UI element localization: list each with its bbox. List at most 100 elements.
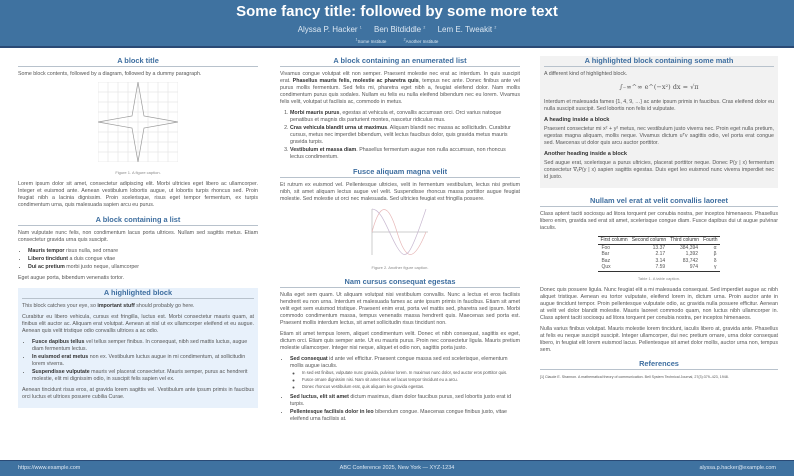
author-sup: 2 bbox=[494, 25, 497, 29]
block-title: A block containing an enumerated list bbox=[280, 56, 520, 67]
figure-caption: Figure 2. Another figure caption. bbox=[371, 265, 429, 270]
column-2: A block containing an enumerated list Vi… bbox=[280, 56, 520, 427]
paragraph: Interdum et malesuada fames {1, 4, 9, …}… bbox=[544, 99, 774, 112]
cell: 1,392 bbox=[685, 251, 699, 257]
cell: Qux bbox=[598, 264, 630, 272]
footer-url[interactable]: https://www.example.com bbox=[18, 465, 81, 471]
text: should probably go here. bbox=[134, 303, 195, 309]
cell: 83,742 bbox=[682, 257, 699, 264]
sub-item: In sed est finibus, vulputate nunc gravi… bbox=[302, 370, 520, 376]
block-title: Nam cursus consequat egestas bbox=[280, 277, 520, 288]
list-item: Dui ac pretium morbi justo neque, ullamc… bbox=[28, 264, 258, 271]
affiliation: 2Another Institute bbox=[403, 37, 439, 45]
paragraph: Curabitur eu libero vehicula, cursus est… bbox=[22, 314, 254, 334]
paragraph: Praesent consectetur mi x² + y² metus, n… bbox=[544, 126, 774, 146]
column-header: Fourth bbox=[701, 236, 720, 245]
bold-text: Phasellus mauris felis, molestie ac phar… bbox=[292, 78, 419, 84]
cell: α bbox=[713, 244, 717, 251]
figure-caption: Figure 1. A figure caption. bbox=[115, 170, 161, 175]
item-bold: Pellentesque facilisis dolor in leo bbox=[290, 409, 374, 415]
list-item: Sed consequat id ante vel efficitur. Pra… bbox=[290, 356, 520, 390]
grid bbox=[97, 81, 179, 163]
aff-sup: 2 bbox=[403, 37, 406, 42]
list-item: Morbi mauris purus, egestas at vehicula … bbox=[290, 110, 520, 124]
cell: β bbox=[713, 251, 717, 257]
item-text: . Phasellus fermentum augue non nulla ac… bbox=[290, 147, 506, 160]
math-block: A highlighted block containing some math… bbox=[540, 56, 778, 188]
cell: Bar bbox=[601, 251, 610, 257]
item-text: bibendum congue. Maecenas congue finibus… bbox=[290, 409, 508, 422]
cell: 3.14 bbox=[655, 257, 666, 264]
block-title: References bbox=[540, 359, 778, 370]
column-header: Third column bbox=[668, 236, 702, 245]
author: Lem E. Tweakit 2 bbox=[438, 25, 497, 34]
item-bold: Sed luctus, elit sit amet bbox=[290, 394, 349, 400]
table-header: First column Second column Third column Fou… bbox=[598, 236, 720, 245]
list-item: Suspendisse vulputate mauris vel placera… bbox=[32, 369, 254, 383]
paragraph: Lorem ipsum dolor sit amet, consectetur … bbox=[18, 181, 258, 208]
item-bold: Fusce dapibus tellus bbox=[32, 339, 85, 345]
list-item: Sed luctus, elit sit amet dictum maximus… bbox=[290, 394, 520, 408]
sub-item: Fusce ornare dignissim nisi. Nam sit ame… bbox=[302, 377, 520, 383]
cell: 2.17 bbox=[655, 251, 666, 257]
subheading: A heading inside a block bbox=[544, 117, 610, 123]
item-bold: Morbi mauris purus bbox=[290, 110, 340, 116]
paragraph: Nam vulputate nunc felis, non condimentu… bbox=[18, 230, 258, 243]
poster-title: Some fancy title: followed by some more … bbox=[236, 3, 558, 20]
paragraph: Aenean tincidunt risus eros, at gravida … bbox=[22, 387, 254, 400]
poster-footer: https://www.example.com ABC Conference 2… bbox=[0, 460, 794, 476]
axes bbox=[371, 209, 428, 255]
item-text: morbi justo neque, ullamcorper bbox=[64, 264, 139, 270]
item-bold: Mauris tempor bbox=[28, 248, 65, 254]
subheading: Another heading inside a block bbox=[544, 151, 627, 157]
cell: Foo bbox=[601, 244, 611, 251]
cell: Baz bbox=[601, 257, 611, 264]
item-bold: Sed consequat bbox=[290, 356, 328, 362]
list-item: Libero tincidunt a duis congue vitae bbox=[28, 256, 258, 263]
affiliations: 1Some Institute 2Another Institute bbox=[0, 36, 794, 47]
list-item: Pellentesque facilisis dolor in leo bibe… bbox=[290, 409, 520, 423]
cell: δ bbox=[713, 257, 717, 264]
author-name: Alyssa P. Hacker bbox=[297, 24, 358, 34]
list-item: Cras vehicula blandit urna ut maximus. A… bbox=[290, 125, 520, 146]
paragraph: Donec quis posuere ligula. Nunc feugiat … bbox=[540, 286, 778, 321]
item-bold: In euismod erat metus bbox=[32, 354, 89, 360]
sub-item: Donec rhoncus vestibulum erat, quis aliq… bbox=[302, 384, 520, 390]
enumerated-list: Morbi mauris purus, egestas at vehicula … bbox=[290, 110, 520, 161]
block-title: A highlighted block containing some math bbox=[544, 56, 774, 67]
equation: ∫₋∞^∞ e^(−x²) dx = √π bbox=[619, 83, 699, 91]
bullet-list: Mauris tempor risus nulla, sed ornare Li… bbox=[28, 248, 258, 271]
list-item: Vestibulum et massa diam. Phasellus ferm… bbox=[290, 147, 520, 161]
item-text: id ante vel efficitur. Praesent congue m… bbox=[290, 356, 508, 369]
cell: 384,394 bbox=[680, 244, 699, 251]
item-bold: Libero tincidunt bbox=[28, 256, 69, 262]
author-list: Alyssa P. Hacker 1 Ben Bitdiddle 2 Lem E… bbox=[0, 21, 794, 36]
figure-2 bbox=[280, 207, 520, 260]
table-row: Bar 2.17 1,392 β bbox=[598, 251, 719, 258]
item-text: . Aliquam blandit nec massa ac sollicitu… bbox=[290, 125, 511, 145]
list-item: Mauris tempor risus nulla, sed ornare bbox=[28, 248, 258, 255]
highlighted-block: A highlighted block This block catches y… bbox=[18, 288, 258, 408]
sub-list: In sed est finibus, vulputate nunc gravi… bbox=[302, 370, 520, 390]
author-name: Ben Bitdiddle bbox=[373, 24, 422, 34]
reference-item: [1] Claude E. Shannon. A mathematical th… bbox=[540, 374, 729, 379]
table-row: Baz 3.14 83,742 δ bbox=[598, 258, 719, 265]
paragraph: Etiam sit amet tempus lorem, aliquet con… bbox=[280, 331, 520, 351]
block-title: Nullam vel erat at velit convallis laore… bbox=[540, 196, 778, 207]
aff-sup: 1 bbox=[355, 37, 358, 42]
star-diagram bbox=[97, 81, 179, 163]
author-name: Lem E. Tweakit bbox=[437, 24, 493, 34]
paragraph: Vivamus congue volutpat elit non semper.… bbox=[280, 71, 520, 106]
item-bold: Dui ac pretium bbox=[28, 264, 65, 270]
item-bold: Vestibulum et massa diam bbox=[290, 147, 357, 153]
affiliation: 1Some Institute bbox=[355, 37, 387, 45]
paragraph: Sed augue erat, scelerisque a purus ultr… bbox=[544, 160, 774, 180]
bullet-list: Fusce dapibus tellus vel tellus semper f… bbox=[32, 339, 254, 383]
author-sup: 1 bbox=[359, 25, 362, 29]
paragraph: A different kind of highlighted block. bbox=[544, 71, 628, 77]
author-sup: 2 bbox=[423, 25, 426, 29]
column-header: First column bbox=[598, 236, 630, 245]
footer-email[interactable]: alyssa.p.hacker@example.com bbox=[699, 465, 776, 471]
table-row: Qux 7.59 974 γ bbox=[598, 264, 720, 272]
block-title: A block title bbox=[18, 56, 258, 67]
